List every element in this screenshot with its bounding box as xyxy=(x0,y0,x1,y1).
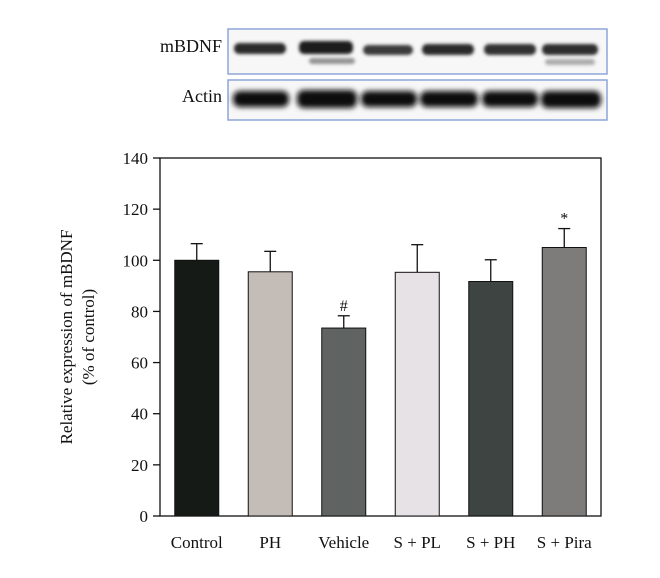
blot-label-mbdnf: mBDNF xyxy=(160,36,222,56)
significance-mark: # xyxy=(340,298,348,315)
bar xyxy=(247,271,293,517)
significance-mark: * xyxy=(560,211,568,228)
western-blot: mBDNF Actin xyxy=(160,28,608,121)
bar xyxy=(541,247,587,517)
bar xyxy=(321,327,367,517)
y-tick-label: 140 xyxy=(123,149,149,168)
bar xyxy=(468,281,514,517)
bar xyxy=(174,259,220,517)
x-tick-label: Control xyxy=(171,533,223,552)
y-axis-label-line: (% of control) xyxy=(79,289,98,385)
y-tick-label: 120 xyxy=(123,200,149,219)
x-tick-label: S + PL xyxy=(394,533,441,552)
x-tick-label: Vehicle xyxy=(318,533,369,552)
y-axis-label-line: Relative expression of mBDNF xyxy=(57,230,76,445)
chart-content: 0 20 40 60 80 100 120 140 Control PH # Vehicle S + P… xyxy=(123,149,602,552)
x-tick-label: PH xyxy=(259,533,281,552)
y-tick-label: 20 xyxy=(131,456,148,475)
x-tick-label: S + Pira xyxy=(537,533,592,552)
y-tick-label: 60 xyxy=(131,354,148,373)
y-tick-label: 40 xyxy=(131,405,148,424)
blot-bands-mbdnf xyxy=(234,41,598,65)
y-tick-label: 80 xyxy=(131,302,148,321)
bar-chart: Relative expression of mBDNF (% of contro… xyxy=(57,149,602,552)
y-tick-label: 0 xyxy=(140,507,149,526)
y-tick-label: 100 xyxy=(123,251,149,270)
bar xyxy=(394,271,440,517)
x-tick-label: S + PH xyxy=(466,533,515,552)
blot-bands-actin xyxy=(233,90,601,108)
blot-label-actin: Actin xyxy=(182,86,222,106)
y-axis-label: Relative expression of mBDNF (% of contro… xyxy=(57,230,98,445)
plot-frame xyxy=(159,157,602,517)
